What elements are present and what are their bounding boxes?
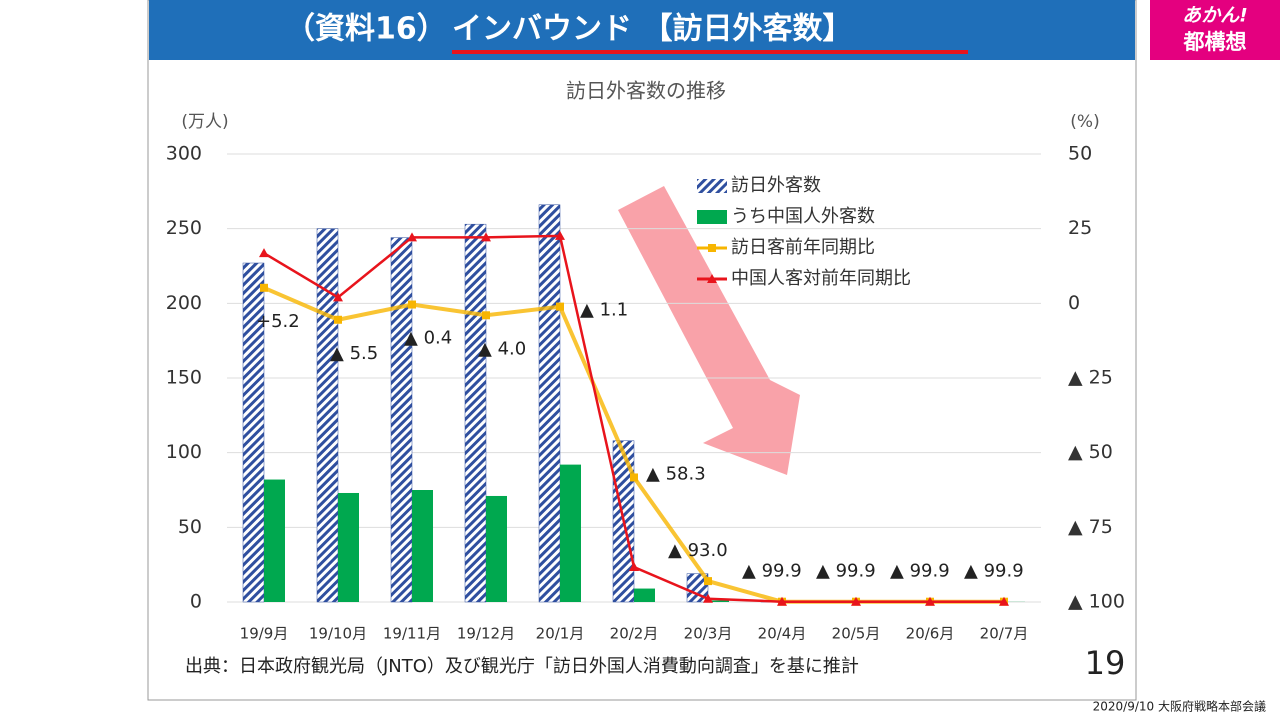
y2-tick-label: 25 [1068, 217, 1092, 239]
bar [317, 229, 338, 602]
bar [539, 205, 560, 602]
y-tick-label: 50 [178, 516, 202, 538]
legend-label: うち中国人外客数 [731, 206, 875, 227]
x-tick-label: 20/4月 [758, 625, 807, 643]
data-label: ▲ 1.1 [580, 300, 628, 321]
legend-label: 中国人客対前年同期比 [731, 268, 911, 289]
title-main: インバウンド 【訪日外客数】 [452, 12, 852, 47]
bar [486, 496, 507, 602]
y-tick-label: 100 [166, 441, 202, 463]
data-label: ▲ 5.5 [330, 343, 378, 364]
page-number: 19 [1085, 644, 1126, 682]
bar [391, 238, 412, 602]
y-tick-label: 0 [190, 591, 202, 613]
legend-swatch [697, 179, 727, 193]
badge-line1: あかん! [1182, 5, 1248, 27]
line-marker [482, 311, 490, 319]
chart-title: 訪日外客数の推移 [566, 79, 726, 103]
data-label: +5.2 [256, 311, 300, 332]
y-tick-label: 300 [166, 143, 202, 165]
x-tick-label: 20/1月 [536, 625, 585, 643]
y-tick-label: 250 [166, 217, 202, 239]
x-tick-label: 20/6月 [906, 625, 955, 643]
data-label: ▲ 99.9 [816, 561, 876, 582]
y2-axis-label: (%) [1070, 112, 1099, 132]
bar [338, 493, 359, 602]
y2-tick-label: 50 [1068, 143, 1092, 165]
data-label: ▲ 99.9 [890, 561, 950, 582]
line-marker [556, 303, 564, 311]
data-label: ▲ 58.3 [646, 463, 706, 484]
data-label: ▲ 93.0 [668, 540, 728, 561]
bar [634, 589, 655, 602]
data-label: ▲ 0.4 [404, 328, 452, 349]
meeting-note: 2020/9/10 大阪府戦略本部会議 [1093, 699, 1266, 714]
line-marker [408, 301, 416, 309]
x-tick-label: 19/9月 [240, 625, 289, 643]
y2-tick-label: 0 [1068, 292, 1080, 314]
y2-tick-label: ▲ 50 [1068, 441, 1113, 463]
y2-tick-label: ▲ 25 [1068, 367, 1113, 389]
data-label: ▲ 99.9 [742, 561, 802, 582]
title-prefix: （資料16） [285, 12, 447, 47]
bar [465, 224, 486, 602]
bar [412, 490, 433, 602]
legend-swatch [697, 210, 727, 224]
x-tick-label: 19/11月 [383, 625, 441, 643]
legend-label: 訪日客前年同期比 [731, 237, 875, 258]
line-marker [704, 577, 712, 585]
x-tick-label: 20/5月 [832, 625, 881, 643]
badge-line2: 都構想 [1183, 30, 1247, 54]
legend-marker [708, 244, 716, 252]
y-axis-label: (万人) [181, 112, 228, 132]
y-tick-label: 200 [166, 292, 202, 314]
x-tick-label: 20/2月 [610, 625, 659, 643]
x-tick-label: 20/7月 [980, 625, 1029, 643]
line-marker [334, 316, 342, 324]
x-tick-label: 19/12月 [457, 625, 515, 643]
data-label: ▲ 4.0 [478, 338, 526, 359]
y2-tick-label: ▲ 100 [1068, 591, 1125, 613]
legend-label: 訪日外客数 [731, 175, 821, 196]
bar [264, 480, 285, 602]
y-tick-label: 150 [166, 367, 202, 389]
y2-tick-label: ▲ 75 [1068, 516, 1113, 538]
source-note: 出典：日本政府観光局（JNTO）及び観光庁「訪日外国人消費動向調査」を基に推計 [185, 656, 859, 677]
bar [560, 465, 581, 602]
data-label: ▲ 99.9 [964, 561, 1024, 582]
x-tick-label: 19/10月 [309, 625, 367, 643]
line-marker [630, 473, 638, 481]
x-tick-label: 20/3月 [684, 625, 733, 643]
line-marker [260, 284, 268, 292]
